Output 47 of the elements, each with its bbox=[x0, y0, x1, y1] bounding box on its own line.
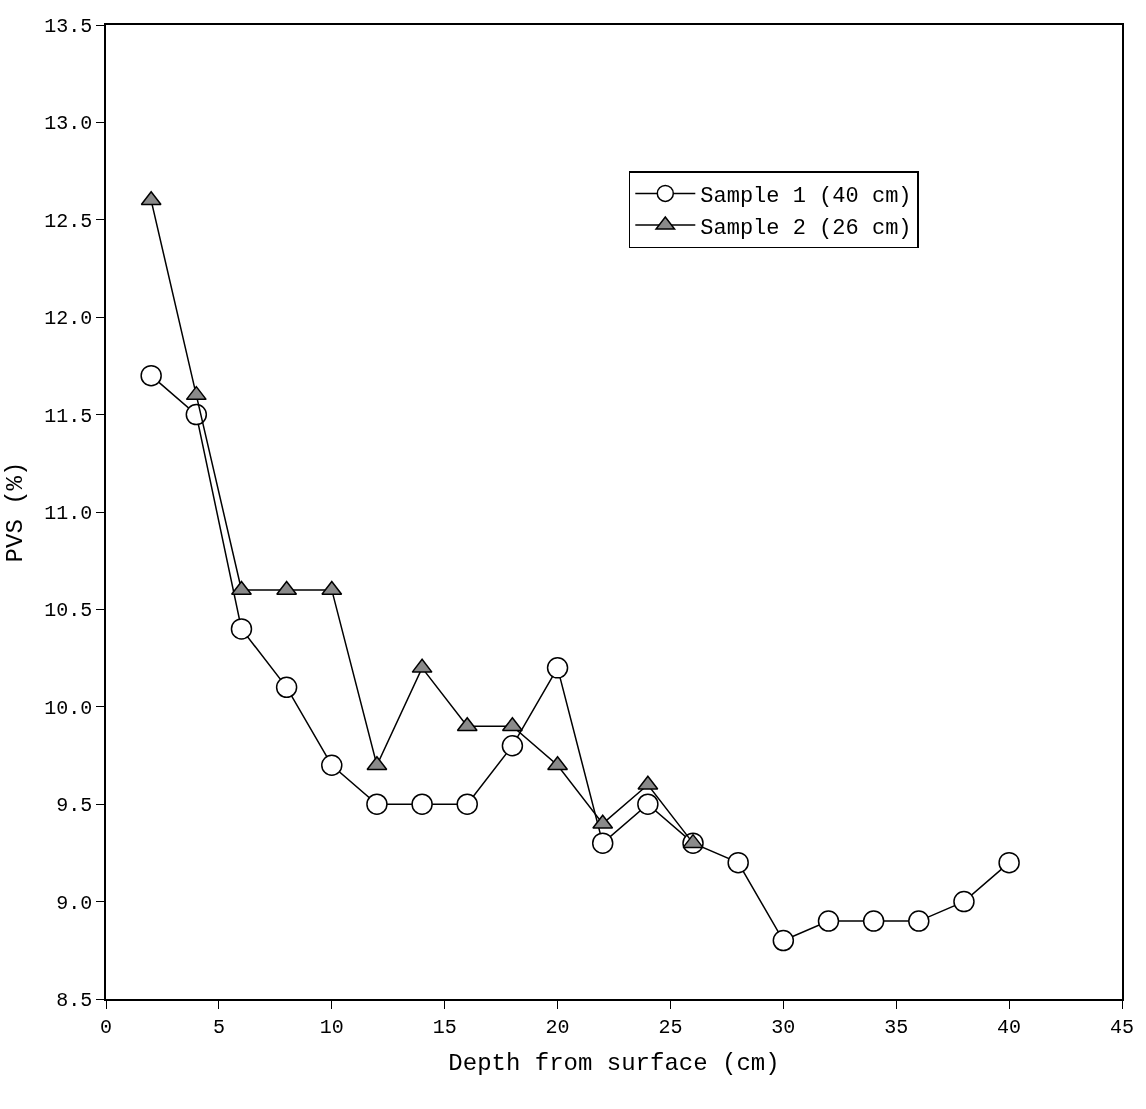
point bbox=[547, 755, 569, 771]
x-tick-label: 0 bbox=[99, 1015, 113, 1039]
point bbox=[862, 910, 885, 932]
point bbox=[772, 929, 795, 952]
point bbox=[366, 755, 388, 771]
x-axis-title: Depth from surface (cm) bbox=[448, 1049, 780, 1077]
x-tick-label: 25 bbox=[658, 1015, 683, 1039]
y-tick-label: 13.0 bbox=[44, 112, 93, 136]
y-tick-label: 13.5 bbox=[44, 15, 93, 38]
x-tick-label: 30 bbox=[771, 1015, 796, 1039]
x-tick-label: 40 bbox=[997, 1015, 1022, 1039]
legend-label: Sample 2 (26 cm) bbox=[700, 215, 912, 241]
y-tick-label: 12.0 bbox=[44, 307, 93, 331]
x-tick-label: 35 bbox=[884, 1015, 909, 1039]
point bbox=[998, 851, 1020, 874]
point bbox=[637, 793, 659, 815]
y-tick-label: 9.5 bbox=[56, 794, 93, 818]
x-tick-label: 5 bbox=[212, 1015, 225, 1039]
point bbox=[140, 364, 162, 387]
legend-label: Sample 1 (40 cm) bbox=[700, 183, 912, 209]
y-axis-title: PVS (%) bbox=[1, 461, 29, 563]
point bbox=[185, 385, 207, 401]
x-tick-label: 20 bbox=[545, 1015, 570, 1039]
point bbox=[591, 832, 614, 854]
y-tick-label: 8.5 bbox=[56, 989, 93, 1012]
y-tick-label: 9.0 bbox=[56, 891, 93, 915]
point bbox=[908, 910, 930, 932]
x-tick-label: 45 bbox=[1109, 1015, 1135, 1039]
y-tick-label: 11.0 bbox=[44, 502, 93, 525]
point bbox=[456, 793, 478, 815]
y-tick-label: 11.5 bbox=[44, 404, 93, 428]
point bbox=[727, 851, 749, 874]
y-tick-label: 10.5 bbox=[44, 599, 93, 623]
point bbox=[366, 793, 388, 815]
y-tick-label: 12.5 bbox=[44, 209, 93, 233]
point bbox=[230, 618, 253, 640]
point bbox=[185, 403, 208, 426]
point bbox=[501, 735, 524, 757]
x-tick-label: 15 bbox=[432, 1015, 457, 1039]
point bbox=[953, 890, 975, 913]
point bbox=[321, 754, 343, 776]
point bbox=[817, 910, 840, 932]
point bbox=[411, 793, 433, 815]
point bbox=[546, 657, 569, 679]
point bbox=[275, 676, 298, 699]
x-tick-label: 10 bbox=[319, 1015, 344, 1039]
y-tick-label: 10.0 bbox=[44, 696, 93, 720]
